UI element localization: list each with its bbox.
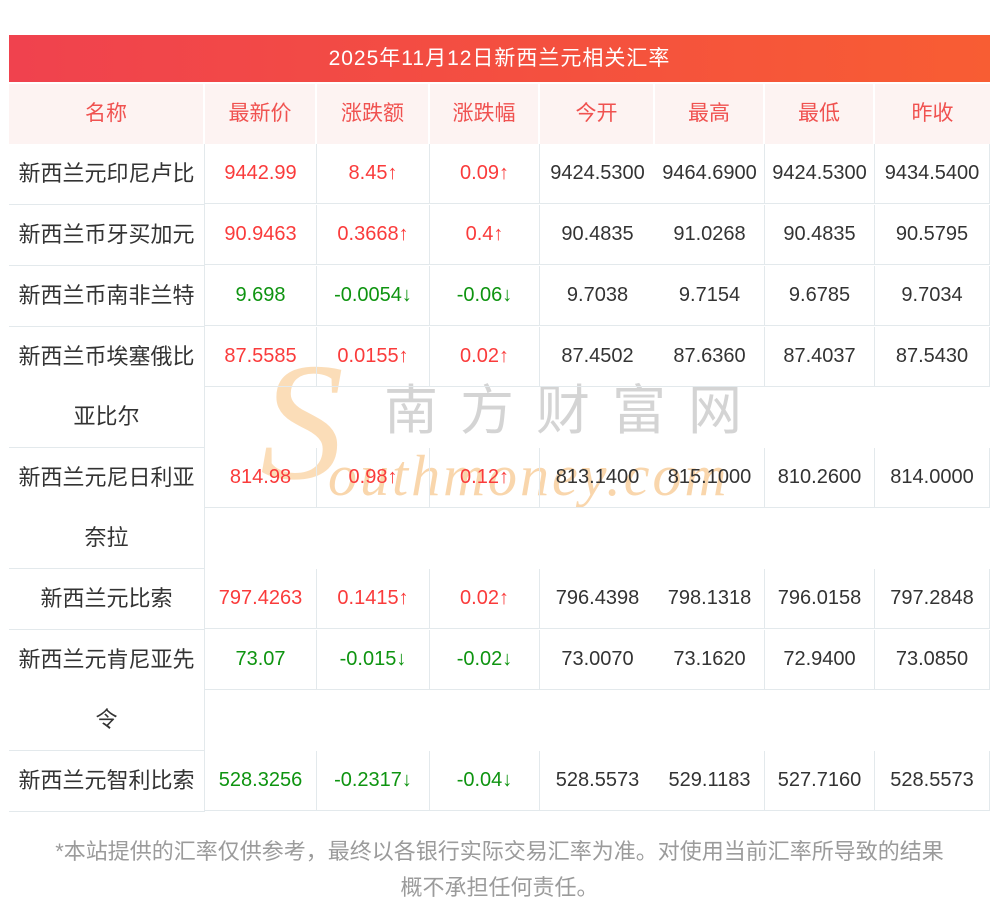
prev-close-price: 814.0000	[875, 448, 990, 508]
col-header-low: 最低	[765, 84, 875, 144]
prev-close-price: 9.7034	[875, 266, 990, 326]
exchange-rate-card: 2025年11月12日新西兰元相关汇率 S 南方财富网 outhmoney.co…	[9, 35, 990, 812]
table-row: 新西兰元智利比索 528.3256 -0.2317↓ -0.04↓ 528.5573 52…	[9, 751, 990, 812]
open-price: 87.4502	[540, 327, 655, 387]
high-price: 9464.6900	[655, 144, 765, 204]
currency-pair-name: 新西兰元比索	[9, 569, 205, 630]
open-price: 813.1400	[540, 448, 655, 508]
table-row: 新西兰元肯尼亚先令 73.07 -0.015↓ -0.02↓ 73.0070 73.162…	[9, 630, 990, 751]
col-header-open: 今开	[540, 84, 655, 144]
change-percent: 0.12↑	[430, 448, 540, 508]
latest-price: 9442.99	[205, 144, 317, 204]
high-price: 798.1318	[655, 569, 765, 629]
latest-price: 87.5585	[205, 327, 317, 387]
change-percent: 0.02↑	[430, 569, 540, 629]
change-amount: -0.2317↓	[317, 751, 430, 811]
latest-price: 73.07	[205, 630, 317, 690]
change-amount: 0.0155↑	[317, 327, 430, 387]
exchange-rate-table: 名称 最新价 涨跌额 涨跌幅 今开 最高 最低 昨收 新西兰元印尼卢比 9442.99 8.45↑…	[9, 84, 990, 812]
currency-pair-name: 新西兰币南非兰特	[9, 266, 205, 327]
high-price: 815.1000	[655, 448, 765, 508]
high-price: 87.6360	[655, 327, 765, 387]
table-header: 名称 最新价 涨跌额 涨跌幅 今开 最高 最低 昨收	[9, 84, 990, 144]
latest-price: 528.3256	[205, 751, 317, 811]
prev-close-price: 90.5795	[875, 205, 990, 265]
low-price: 9.6785	[765, 266, 875, 326]
change-percent: 0.02↑	[430, 327, 540, 387]
change-amount: 0.1415↑	[317, 569, 430, 629]
prev-close-price: 528.5573	[875, 751, 990, 811]
open-price: 73.0070	[540, 630, 655, 690]
change-percent: 0.4↑	[430, 205, 540, 265]
change-amount: -0.015↓	[317, 630, 430, 690]
open-price: 90.4835	[540, 205, 655, 265]
change-percent: -0.04↓	[430, 751, 540, 811]
open-price: 796.4398	[540, 569, 655, 629]
latest-price: 797.4263	[205, 569, 317, 629]
table-row: 新西兰元比索 797.4263 0.1415↑ 0.02↑ 796.4398 798.13…	[9, 569, 990, 630]
table-row: 新西兰币南非兰特 9.698 -0.0054↓ -0.06↓ 9.7038 9.7154 9…	[9, 266, 990, 327]
low-price: 72.9400	[765, 630, 875, 690]
prev-close-price: 797.2848	[875, 569, 990, 629]
high-price: 91.0268	[655, 205, 765, 265]
change-amount: 0.98↑	[317, 448, 430, 508]
change-percent: 0.09↑	[430, 144, 540, 204]
currency-pair-name: 新西兰元智利比索	[9, 751, 205, 812]
col-header-latest-price: 最新价	[205, 84, 317, 144]
low-price: 9424.5300	[765, 144, 875, 204]
currency-pair-name: 新西兰元肯尼亚先令	[9, 630, 205, 751]
low-price: 90.4835	[765, 205, 875, 265]
open-price: 9.7038	[540, 266, 655, 326]
change-percent: -0.06↓	[430, 266, 540, 326]
low-price: 810.2600	[765, 448, 875, 508]
disclaimer-line-1: *本站提供的汇率仅供参考，最终以各银行实际交易汇率为准。对使用当前汇率所导致的结…	[55, 839, 944, 864]
prev-close-price: 87.5430	[875, 327, 990, 387]
low-price: 87.4037	[765, 327, 875, 387]
table-body: 新西兰元印尼卢比 9442.99 8.45↑ 0.09↑ 9424.5300 9464.6…	[9, 144, 990, 812]
col-header-change-amount: 涨跌额	[317, 84, 430, 144]
change-amount: -0.0054↓	[317, 266, 430, 326]
currency-pair-name: 新西兰元尼日利亚奈拉	[9, 448, 205, 569]
change-amount: 0.3668↑	[317, 205, 430, 265]
low-price: 796.0158	[765, 569, 875, 629]
latest-price: 90.9463	[205, 205, 317, 265]
low-price: 527.7160	[765, 751, 875, 811]
table-row: 新西兰元尼日利亚奈拉 814.98 0.98↑ 0.12↑ 813.1400 815.10…	[9, 448, 990, 569]
change-amount: 8.45↑	[317, 144, 430, 204]
high-price: 529.1183	[655, 751, 765, 811]
latest-price: 814.98	[205, 448, 317, 508]
disclaimer: *本站提供的汇率仅供参考，最终以各银行实际交易汇率为准。对使用当前汇率所导致的结…	[9, 834, 990, 906]
prev-close-price: 73.0850	[875, 630, 990, 690]
high-price: 73.1620	[655, 630, 765, 690]
col-header-change-percent: 涨跌幅	[430, 84, 540, 144]
table-row: 新西兰币埃塞俄比亚比尔 87.5585 0.0155↑ 0.02↑ 87.4502 87.…	[9, 327, 990, 448]
latest-price: 9.698	[205, 266, 317, 326]
open-price: 528.5573	[540, 751, 655, 811]
prev-close-price: 9434.5400	[875, 144, 990, 204]
col-header-prev-close: 昨收	[875, 84, 990, 144]
table-row: 新西兰币牙买加元 90.9463 0.3668↑ 0.4↑ 90.4835 91.0268…	[9, 205, 990, 266]
col-header-high: 最高	[655, 84, 765, 144]
change-percent: -0.02↓	[430, 630, 540, 690]
currency-pair-name: 新西兰元印尼卢比	[9, 144, 205, 205]
high-price: 9.7154	[655, 266, 765, 326]
open-price: 9424.5300	[540, 144, 655, 204]
col-header-name: 名称	[9, 84, 205, 144]
currency-pair-name: 新西兰币埃塞俄比亚比尔	[9, 327, 205, 448]
table-row: 新西兰元印尼卢比 9442.99 8.45↑ 0.09↑ 9424.5300 9464.6…	[9, 144, 990, 205]
page-title: 2025年11月12日新西兰元相关汇率	[9, 35, 990, 82]
disclaimer-line-2: 概不承担任何责任。	[400, 875, 599, 900]
currency-pair-name: 新西兰币牙买加元	[9, 205, 205, 266]
